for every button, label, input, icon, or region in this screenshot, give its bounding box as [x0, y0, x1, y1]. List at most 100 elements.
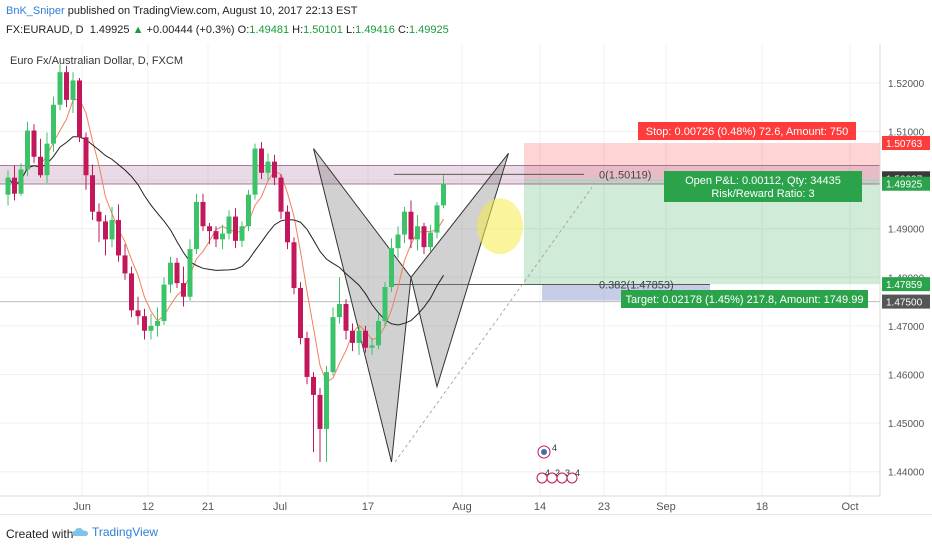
candle-body — [337, 304, 342, 318]
event-flag-icon[interactable] — [566, 472, 578, 484]
price-tag — [882, 136, 930, 151]
close-label: C: — [397, 24, 409, 36]
event-count: 2 — [555, 468, 560, 478]
pnl-label-bg — [664, 171, 862, 202]
target-label-bg — [621, 290, 868, 308]
candle-body — [129, 273, 134, 311]
candle-body — [161, 284, 167, 322]
time-tick-label: Sep — [656, 501, 676, 513]
candle-body — [220, 233, 225, 240]
candle-body — [265, 161, 271, 173]
candle-body — [434, 205, 440, 233]
time-tick-label: Jun — [73, 501, 91, 513]
price-tick-label: 1.44000 — [888, 468, 925, 479]
grid — [0, 44, 880, 496]
candle-body — [12, 177, 17, 194]
symbol-label[interactable]: FX:EURAUD, D — [6, 24, 84, 36]
candle-body — [259, 148, 264, 173]
price-tag-label: 1.50763 — [886, 139, 923, 150]
event-count: 4 — [545, 468, 550, 478]
candle-body — [168, 262, 173, 285]
low-value: 1.49416 — [355, 24, 395, 36]
time-tick-label: Aug — [452, 501, 472, 513]
candle-body — [330, 317, 336, 373]
candle-body — [376, 321, 381, 346]
candle-body — [441, 183, 446, 206]
candle-body — [252, 148, 258, 195]
candle-body — [428, 232, 433, 248]
candle-body — [25, 130, 30, 170]
resistance-band — [0, 165, 880, 184]
candle-body — [421, 226, 427, 248]
stop-label[interactable]: Stop: 0.00726 (0.48%) 72.6, Amount: 750 — [638, 122, 856, 140]
candle-body — [408, 211, 414, 240]
publish-line: BnK_Sniper published on TradingView.com,… — [6, 5, 357, 17]
candle-body — [304, 338, 310, 377]
event-markers[interactable]: 44 2 3 4 — [536, 443, 580, 484]
event-count: 3 — [565, 468, 570, 478]
candle-body — [415, 226, 420, 240]
cloud-icon — [72, 528, 88, 536]
candle-body — [90, 175, 95, 212]
pnl-label-text: Risk/Reward Ratio: 3 — [711, 188, 814, 200]
candle-body — [70, 80, 76, 100]
chart-area[interactable]: Stop: 0.00726 (0.48%) 72.6, Amount: 750 O… — [0, 44, 932, 514]
candle-body — [207, 226, 212, 232]
author-link[interactable]: BnK_Sniper — [6, 5, 65, 17]
candle-body — [382, 287, 388, 322]
time-tick-label: 23 — [598, 501, 610, 513]
stop-label-bg — [638, 122, 856, 140]
high-label: H: — [292, 24, 304, 36]
open-label: O: — [237, 24, 250, 36]
tradingview-logo[interactable]: TradingView — [72, 525, 158, 539]
time-tick-label: Jul — [273, 501, 287, 513]
candle-body — [83, 137, 89, 176]
high-value: 1.50101 — [303, 24, 343, 36]
pattern-triangle-xab[interactable] — [313, 148, 412, 463]
overlay-labels: Stop: 0.00726 (0.48%) 72.6, Amount: 750 O… — [536, 122, 868, 484]
candle-body — [57, 72, 63, 105]
candle-body — [213, 231, 219, 240]
highlight-ellipse — [477, 198, 523, 255]
event-count: 4 — [552, 443, 557, 453]
candle-body — [31, 130, 37, 157]
candle-body — [298, 287, 303, 339]
last-price: 1.49925 — [89, 24, 130, 36]
candle-body — [44, 143, 50, 176]
candle-body — [109, 219, 115, 240]
fib-382-label: 0.382(1.47853) — [599, 279, 674, 291]
candle-body — [291, 242, 297, 288]
candle-body — [142, 316, 147, 331]
candle-body — [356, 330, 362, 343]
price-axis[interactable]: 1.520001.510001.500001.490001.480001.470… — [882, 79, 930, 479]
flag-dot-icon — [541, 449, 547, 455]
price-tag — [882, 294, 930, 309]
pnl-label[interactable]: Open P&L: 0.00112, Qty: 34435Risk/Reward… — [664, 171, 862, 202]
publish-info: published on TradingView.com, August 10,… — [67, 5, 358, 17]
candle-body — [272, 161, 277, 178]
open-value: 1.49481 — [249, 24, 290, 36]
chart-symbol-title: Euro Fx/Australian Dollar, D, FXCM — [10, 55, 183, 67]
time-tick-label: 14 — [534, 501, 546, 513]
time-axis[interactable]: Jun 12 21 Jul 17 Aug 14 23 Sep 18 Oct — [73, 501, 858, 513]
price-tick-label: 1.46000 — [888, 370, 925, 381]
candle-body — [389, 248, 394, 288]
close-value: 1.49925 — [408, 24, 449, 36]
price-tag-label: 1.49925 — [886, 180, 923, 191]
candle-body — [103, 221, 108, 240]
price-tick-label: 1.52000 — [888, 79, 925, 90]
harmonic-pattern[interactable] — [313, 148, 524, 463]
candle-body — [278, 177, 284, 212]
target-label[interactable]: Target: 0.02178 (1.45%) 217.8, Amount: 1… — [621, 290, 868, 308]
candle-body — [239, 226, 245, 241]
candle-body — [395, 234, 401, 249]
price-tick-label: 1.49000 — [888, 225, 925, 236]
candle-body — [187, 249, 193, 297]
candle-body — [174, 262, 180, 284]
price-tick-label: 1.47000 — [888, 322, 925, 333]
price-chart[interactable]: Stop: 0.00726 (0.48%) 72.6, Amount: 750 O… — [0, 44, 932, 514]
event-count: 4 — [575, 468, 580, 478]
candle-body — [350, 330, 355, 343]
candle-body — [363, 330, 368, 348]
candle-body — [122, 255, 128, 274]
